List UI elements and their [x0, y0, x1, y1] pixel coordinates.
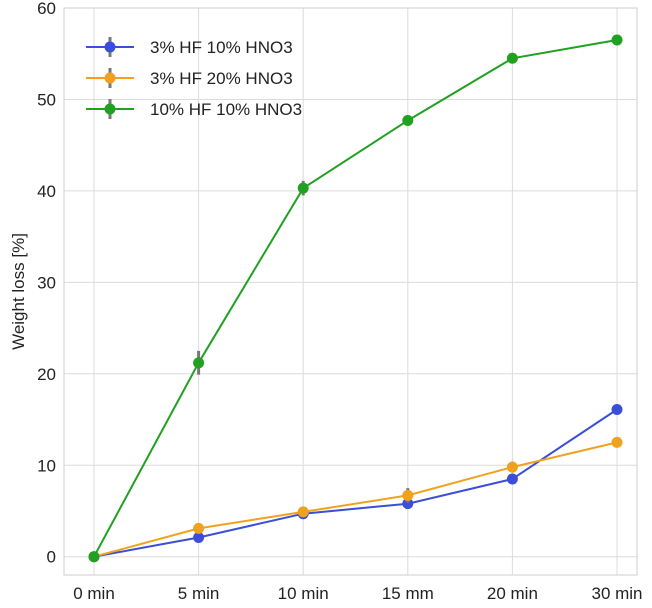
- data-point: [193, 357, 205, 369]
- y-tick-label: 20: [37, 365, 56, 384]
- data-point: [506, 473, 518, 485]
- series-layer: [88, 34, 623, 563]
- plot-frame: [63, 7, 638, 576]
- x-tick-labels: 0 min 5 min 10 min 15 mm 20 min 30 min: [73, 584, 642, 603]
- y-tick-labels: 0 10 20 30 40 50 60: [37, 0, 56, 567]
- x-tick-label: 15 mm: [382, 584, 434, 603]
- y-tick-label: 40: [37, 182, 56, 201]
- data-point: [297, 506, 309, 518]
- y-tick-label: 50: [37, 90, 56, 109]
- x-tick-label: 5 min: [178, 584, 220, 603]
- data-point: [506, 52, 518, 64]
- series-3: [88, 34, 623, 563]
- series-1: [88, 403, 623, 563]
- x-tick-label: 10 min: [278, 584, 329, 603]
- grid-layer: [64, 7, 637, 575]
- x-tick-label: 20 min: [487, 584, 538, 603]
- legend-marker: [104, 103, 116, 115]
- y-tick-label: 30: [37, 273, 56, 292]
- data-point: [88, 551, 100, 563]
- legend-label: 3% HF 20% HNO3: [150, 69, 293, 88]
- legend: 3% HF 10% HNO3 3% HF 20% HNO3 10% HF 10% H…: [86, 37, 302, 119]
- data-point: [402, 489, 414, 501]
- data-point: [611, 436, 623, 448]
- series-line: [93, 39, 618, 558]
- x-tick-label: 0 min: [73, 584, 115, 603]
- data-point: [193, 532, 205, 544]
- y-tick-label: 10: [37, 456, 56, 475]
- data-point: [611, 403, 623, 415]
- data-point: [506, 461, 518, 473]
- data-point: [402, 114, 414, 126]
- data-point: [193, 522, 205, 534]
- data-point: [402, 498, 414, 510]
- legend-label: 3% HF 10% HNO3: [150, 38, 293, 57]
- y-axis-label: Weight loss [%]: [9, 233, 28, 350]
- series-line: [93, 441, 618, 558]
- legend-item: 3% HF 20% HNO3: [86, 68, 293, 88]
- series-line: [93, 408, 618, 558]
- legend-item: 10% HF 10% HNO3: [86, 99, 302, 119]
- data-point: [611, 34, 623, 46]
- legend-label: 10% HF 10% HNO3: [150, 100, 302, 119]
- data-point: [297, 182, 309, 194]
- y-tick-label: 60: [37, 0, 56, 18]
- legend-marker: [104, 41, 116, 53]
- x-tick-label: 30 min: [591, 584, 642, 603]
- legend-item: 3% HF 10% HNO3: [86, 37, 293, 57]
- y-tick-label: 0: [47, 548, 56, 567]
- legend-marker: [104, 72, 116, 84]
